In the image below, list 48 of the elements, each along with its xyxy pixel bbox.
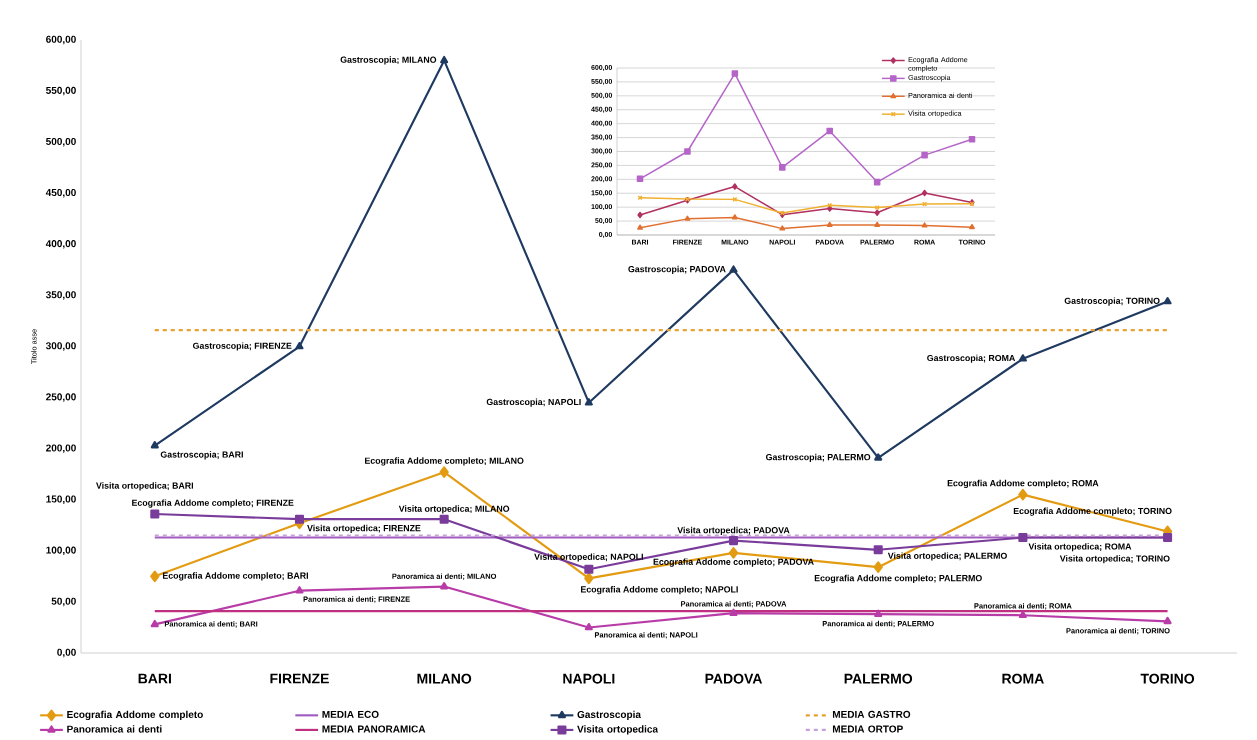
legend-label: MEDIA GASTRO <box>832 710 911 718</box>
y-tick-label: 550,00 <box>46 86 76 96</box>
x-tick-label: ROMA <box>1002 673 1044 684</box>
annotation: Gastroscopia; PADOVA <box>628 265 726 274</box>
y-tick-label: 0,00 <box>57 648 76 658</box>
annotation: Visita ortopedica; TORINO <box>1059 555 1170 564</box>
annotation: Ecografia Addome completo; NAPOLI <box>581 586 738 595</box>
annotation: Gastroscopia; TORINO <box>1064 297 1160 306</box>
y-tick-label: 100,00 <box>46 546 76 556</box>
y-tick-label: 300,00 <box>45 342 76 351</box>
x-tick-label: PALERMO <box>844 673 913 684</box>
y-tick-label: 450,00 <box>45 188 76 198</box>
x-tick-label: MILANO <box>417 673 472 684</box>
annotation: Gastroscopia; ROMA <box>927 354 1016 363</box>
y-tick-label: 200,00 <box>46 444 76 453</box>
annotation: Ecografia Addome completo; FIRENZE <box>132 499 294 508</box>
annotation: Ecografia Addome completo; PALERMO <box>814 574 982 584</box>
annotation: Gastroscopia; BARI <box>160 451 243 460</box>
x-tick-label: FIRENZE <box>270 673 329 684</box>
legend-label: Panoramica ai denti <box>67 725 162 733</box>
annotation: Visita ortopedica; PADOVA <box>677 526 790 536</box>
annotation: Ecografia Addome completo; BARI <box>162 572 308 581</box>
annotation: Gastroscopia; MILANO <box>340 56 437 65</box>
annotation: Ecografia Addome completo; ROMA <box>947 479 1099 489</box>
annotation: Visita ortopedica; BARI <box>96 482 194 491</box>
legend-label: MEDIA ECO <box>322 710 379 718</box>
y-tick-label: 500,00 <box>46 137 76 147</box>
legend-label: MEDIA ORTOP <box>832 725 903 733</box>
legend-label: MEDIA PANORAMICA <box>322 725 426 733</box>
y-tick-label: 50,00 <box>51 597 76 607</box>
legend-label: Gastroscopia <box>577 710 642 721</box>
x-tick-label: NAPOLI <box>563 673 615 684</box>
annotation: Gastroscopia; NAPOLI <box>486 398 581 407</box>
x-tick-label: BARI <box>138 673 171 684</box>
annotation: Visita ortopedica; FIRENZE <box>307 524 421 533</box>
x-tick-label: TORINO <box>1140 673 1195 684</box>
annotation: Gastroscopia; PALERMO <box>765 453 871 462</box>
y-tick-label: 150,00 <box>46 495 76 505</box>
annotation: Visita ortopedica; ROMA <box>1028 543 1132 552</box>
annotation: Gastroscopia; FIRENZE <box>192 342 292 351</box>
y-tick-label: 600,00 <box>46 35 76 45</box>
y-tick-label: 250,00 <box>46 393 76 402</box>
x-tick-label: PADOVA <box>705 673 763 684</box>
legend-label: Ecografia Addome completo <box>67 710 203 721</box>
y-tick-label: 400,00 <box>45 240 76 249</box>
annotation: Ecografia Addome completo; MILANO <box>365 457 524 466</box>
y-tick-label: 350,00 <box>45 291 76 300</box>
legend-label: Visita ortopedica <box>577 725 659 735</box>
